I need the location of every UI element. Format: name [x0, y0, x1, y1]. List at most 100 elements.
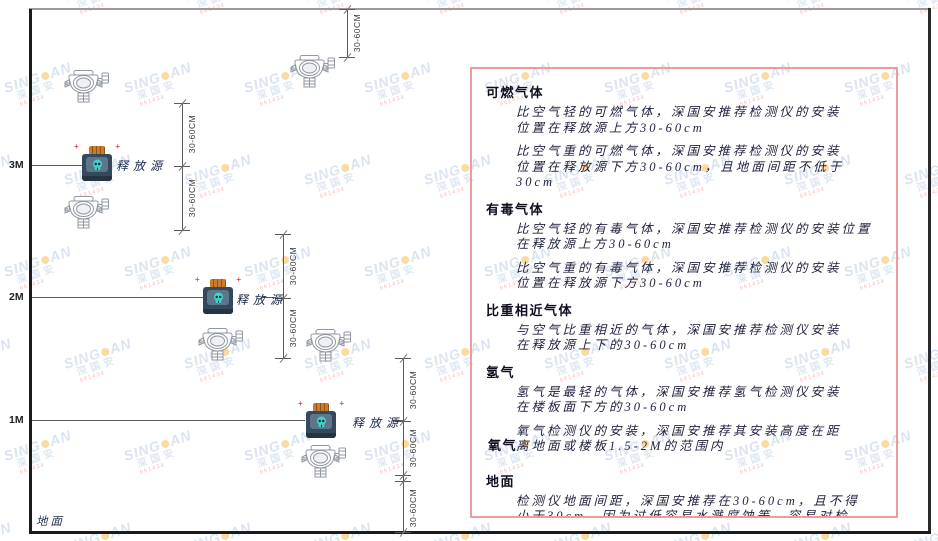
dimension-label: 30-60CM: [352, 13, 362, 53]
bottle-base: [306, 433, 336, 438]
ceiling-line: [29, 8, 931, 10]
axis-label-3m: 3M: [9, 159, 24, 171]
sparkle-icon: +: [236, 275, 241, 284]
leader-1m-to-dim: [392, 420, 403, 421]
brand-dot-icon: [400, 254, 411, 265]
sparkle-icon: +: [115, 142, 120, 151]
brand-dot-icon: [160, 254, 171, 265]
brand-dot-icon: [460, 346, 471, 357]
dimension-label: 30-60CM: [408, 370, 418, 409]
section-heading: 有毒气体: [486, 201, 545, 217]
dimension-line: [347, 9, 348, 57]
section-oxygen: 氧气 氧气检测仪的安装，深国安推荐其安装高度在距 离地面或楼板1.5-2M的范围…: [484, 424, 884, 455]
sparkle-icon: +: [298, 399, 303, 408]
brand-dot-icon: [40, 438, 51, 449]
section-heading: 氧气: [488, 437, 518, 453]
brand-dot-icon: [40, 70, 51, 81]
brand-dot-icon: [100, 346, 111, 357]
bottle-body: [82, 154, 112, 181]
section-heading: 氢气: [486, 364, 516, 380]
bottle-body: [203, 287, 233, 314]
leader-3m: [32, 165, 82, 166]
gas-detector-icon: [63, 194, 109, 230]
dimension-label: 30-60CM: [408, 488, 418, 528]
brand-dot-icon: [400, 70, 411, 81]
section-heading: 比重相近气体: [486, 302, 574, 318]
leader-2m: [32, 297, 204, 298]
paragraph: 氧气检测仪的安装，深国安推荐其安装高度在距 离地面或楼板1.5-2M的范围内: [516, 423, 842, 454]
axis-label-1m: 1M: [9, 414, 24, 426]
gas-detector-icon: [300, 443, 346, 479]
dimension-label: 30-60CM: [187, 114, 197, 154]
dimension-label: 30-60CM: [288, 308, 298, 348]
bottle-body: [306, 411, 336, 438]
gas-detector-icon: [305, 327, 351, 363]
section-heading: 可燃气体: [486, 85, 545, 100]
installation-guide-panel: 可燃气体 比空气轻的可燃气体，深国安推荐检测仪的安装 位置在释放源上方30-60…: [470, 67, 898, 518]
dimension-label: 30-60CM: [288, 246, 298, 286]
wall-axis-line: [29, 9, 32, 534]
release-source-icon: + +: [195, 275, 241, 314]
ground-label: 地面: [36, 516, 65, 528]
right-border-line: [928, 8, 931, 534]
release-source-label: 释放源: [352, 416, 404, 430]
gas-detector-icon: [197, 326, 243, 362]
ground-line: [29, 531, 931, 534]
sparkle-icon: +: [339, 399, 344, 408]
paragraph: 氢气是最轻的气体，深国安推荐氢气检测仪安装 在楼板面下方的30-60cm: [516, 384, 842, 415]
brand-dot-icon: [340, 162, 351, 173]
leader-2m-to-dim: [262, 297, 276, 298]
paragraph: 与空气比重相近的气体，深国安推荐检测仪安装 在释放源上下的30-60cm: [516, 322, 842, 353]
sparkle-icon: +: [74, 142, 79, 151]
section-hydrogen: 氢气 氢气是最轻的气体，深国安推荐氢气检测仪安装 在楼板面下方的30-60cm: [484, 362, 884, 416]
paragraph: 比空气重的有毒气体，深国安推荐检测仪的安装 位置在释放源下方30-60cm: [516, 260, 842, 291]
dimension-label: 30-60CM: [187, 178, 197, 218]
paragraph: 比空气轻的有毒气体，深国安推荐检测仪的安装位置 在释放源上方30-60cm: [516, 221, 873, 252]
section-toxic-gas: 有毒气体 比空气轻的有毒气体，深国安推荐检测仪的安装位置 在释放源上方30-60…: [484, 199, 884, 292]
skull-icon: [310, 414, 332, 429]
bottle-base: [203, 309, 233, 314]
dimension-label: 30-60CM: [408, 428, 418, 468]
dimension-line: [403, 358, 404, 532]
paragraph: 比空气轻的可燃气体，深国安推荐检测仪的安装 位置在释放源上方30-60cm: [516, 105, 842, 135]
release-source-icon: + +: [298, 399, 344, 438]
axis-label-2m: 2M: [9, 291, 24, 303]
brand-dot-icon: [280, 438, 291, 449]
brand-dot-icon: [160, 70, 171, 81]
brand-dot-icon: [220, 162, 231, 173]
bottle-cap: [89, 146, 105, 154]
release-source-icon: + +: [74, 142, 120, 181]
release-source-label: 释放源: [236, 293, 288, 307]
sparkle-icon: +: [195, 275, 200, 284]
section-similar-density-gas: 比重相近气体 与空气比重相近的气体，深国安推荐检测仪安装 在释放源上下的30-6…: [484, 300, 884, 354]
section-heading: 地面: [486, 473, 516, 489]
gas-detector-icon: [289, 53, 335, 89]
release-source-label: 释放源: [116, 159, 168, 173]
brand-dot-icon: [160, 438, 171, 449]
brand-dot-icon: [40, 254, 51, 265]
bottle-base: [82, 176, 112, 181]
brand-dot-icon: [460, 162, 471, 173]
skull-icon: [86, 157, 108, 172]
leader-1m: [32, 420, 305, 421]
bottle-cap: [313, 403, 329, 411]
skull-icon: [207, 290, 229, 305]
section-flammable-gas: 可燃气体 比空气轻的可燃气体，深国安推荐检测仪的安装 位置在释放源上方30-60…: [484, 82, 884, 191]
gas-detector-icon: [63, 68, 109, 104]
section-ground: 地面 检测仪地面间距，深国安推荐在30-60cm，且不得 小于30cm，因为过低…: [484, 471, 884, 517]
